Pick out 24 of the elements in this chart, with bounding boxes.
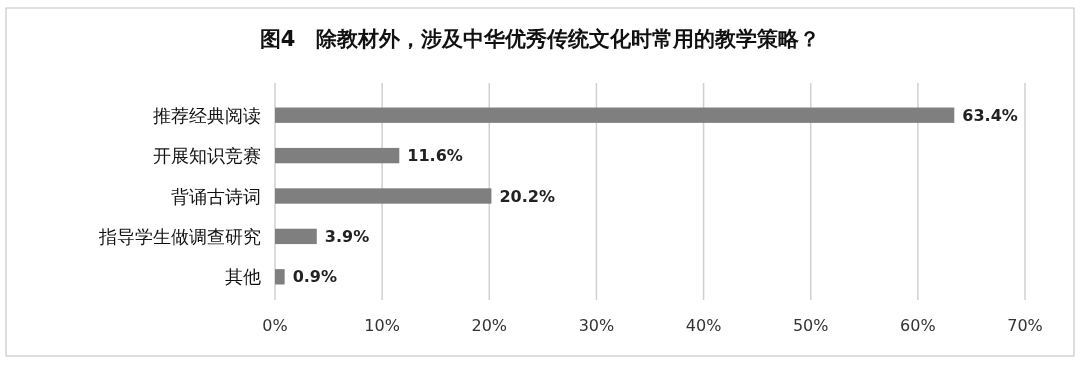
data-label: 3.9% bbox=[324, 226, 370, 246]
x-tick-label: 40% bbox=[685, 316, 722, 335]
data-label: 63.4% bbox=[962, 105, 1018, 125]
chart-title: 图4 除教材外，涉及中华优秀传统文化时常用的教学策略？ bbox=[259, 27, 821, 51]
y-tick-label: 背诵古诗词 bbox=[171, 185, 261, 207]
y-tick-label: 开展知识竞赛 bbox=[153, 145, 261, 167]
x-tick-label: 30% bbox=[578, 316, 615, 335]
bar bbox=[275, 147, 400, 164]
x-tick-label: 70% bbox=[1007, 316, 1043, 335]
data-label: 11.6% bbox=[407, 146, 463, 166]
bar bbox=[275, 188, 492, 204]
data-label: 0.9% bbox=[292, 267, 338, 287]
bar bbox=[275, 107, 955, 123]
x-tick-label: 50% bbox=[792, 316, 829, 335]
data-label: 20.2% bbox=[499, 186, 555, 206]
y-tick-label: 指导学生做调查研究 bbox=[98, 225, 261, 247]
x-tick-label: 60% bbox=[900, 316, 936, 335]
bar bbox=[275, 228, 317, 245]
x-tick-label: 0% bbox=[262, 316, 288, 335]
bar bbox=[275, 269, 285, 285]
x-tick-label: 20% bbox=[471, 316, 508, 335]
x-tick-label: 10% bbox=[364, 316, 400, 335]
y-tick-label: 推荐经典阅读 bbox=[153, 104, 261, 126]
y-tick-label: 其他 bbox=[225, 266, 261, 288]
